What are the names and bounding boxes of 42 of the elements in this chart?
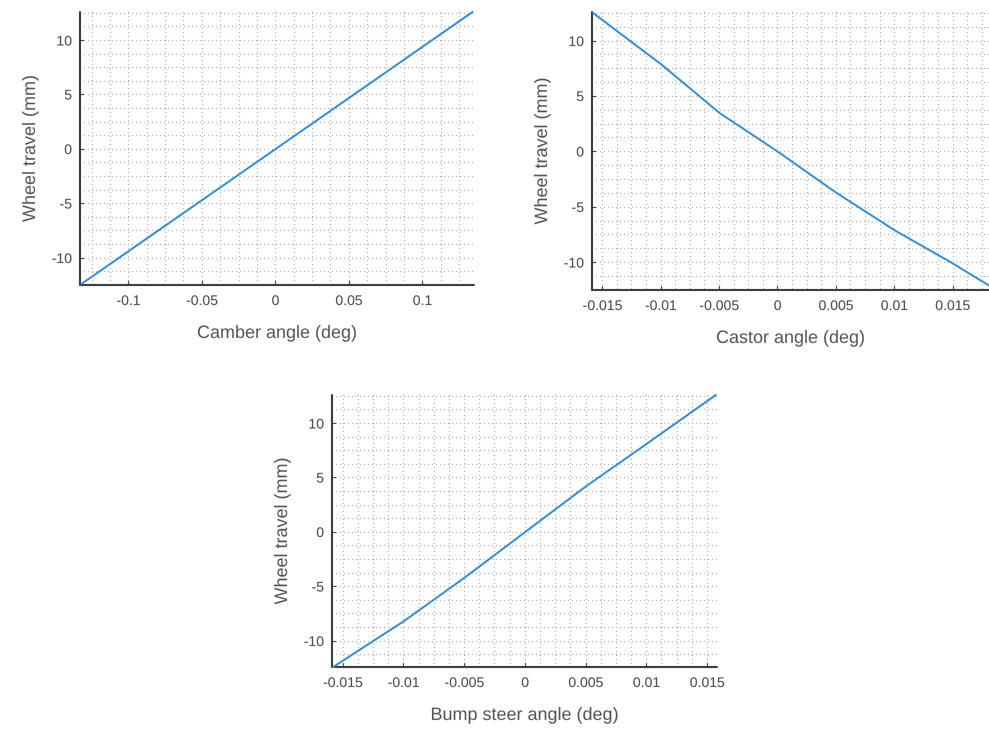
y-tick-label: 5 <box>576 88 584 104</box>
x-tick-label: 0 <box>774 297 782 313</box>
x-tick-label: 0.015 <box>690 674 726 690</box>
y-tick-label: -5 <box>60 195 72 212</box>
x-tick-label: -0.01 <box>644 297 678 313</box>
x-tick-label: -0.05 <box>186 292 218 308</box>
y-tick-label: 5 <box>64 86 72 103</box>
line-series <box>592 12 989 287</box>
line-series <box>332 394 717 668</box>
x-tick-label: 0.015 <box>935 297 971 313</box>
y-tick-label: -5 <box>572 198 584 215</box>
x-tick-label: 0.1 <box>412 292 432 308</box>
x-tick-label: -0.015 <box>323 674 363 690</box>
x-tick-label: -0.1 <box>116 292 141 308</box>
y-tick-label: -10 <box>52 250 72 266</box>
x-tick-label: 0 <box>272 292 280 308</box>
x-tick-label: -0.005 <box>444 674 484 690</box>
x-tick-label: 0.01 <box>632 674 660 690</box>
y-tick-label: 0 <box>316 524 324 540</box>
x-tick-label: -0.005 <box>699 297 740 313</box>
x-tick-label: 0.01 <box>880 297 908 313</box>
x-tick-label: 0.005 <box>818 297 854 313</box>
x-tick-label: -0.01 <box>388 674 420 690</box>
x-tick-label: 0.05 <box>335 292 363 308</box>
y-tick-label: 10 <box>308 415 324 432</box>
y-tick-label: -5 <box>312 578 324 594</box>
y-axis-title: Wheel travel (mm) <box>19 74 39 222</box>
y-tick-label: 10 <box>568 32 584 49</box>
y-tick-label: 5 <box>316 470 324 486</box>
y-tick-label: 10 <box>56 32 72 48</box>
x-tick-label: 0 <box>521 674 530 690</box>
y-tick-label: 0 <box>64 141 72 158</box>
x-tick-label: 0.005 <box>568 674 604 690</box>
y-tick-label: -10 <box>564 254 584 270</box>
y-tick-label: 0 <box>576 144 584 160</box>
y-tick-label: -10 <box>304 632 324 649</box>
y-axis-title: Wheel travel (mm) <box>271 457 291 605</box>
x-axis-title: Bump steer angle (deg) <box>430 704 619 724</box>
x-axis-title: Camber angle (deg) <box>196 322 358 342</box>
y-axis-title: Wheel travel (mm) <box>531 77 551 225</box>
x-tick-label: -0.015 <box>582 297 623 313</box>
x-axis-title: Castor angle (deg) <box>716 327 866 347</box>
